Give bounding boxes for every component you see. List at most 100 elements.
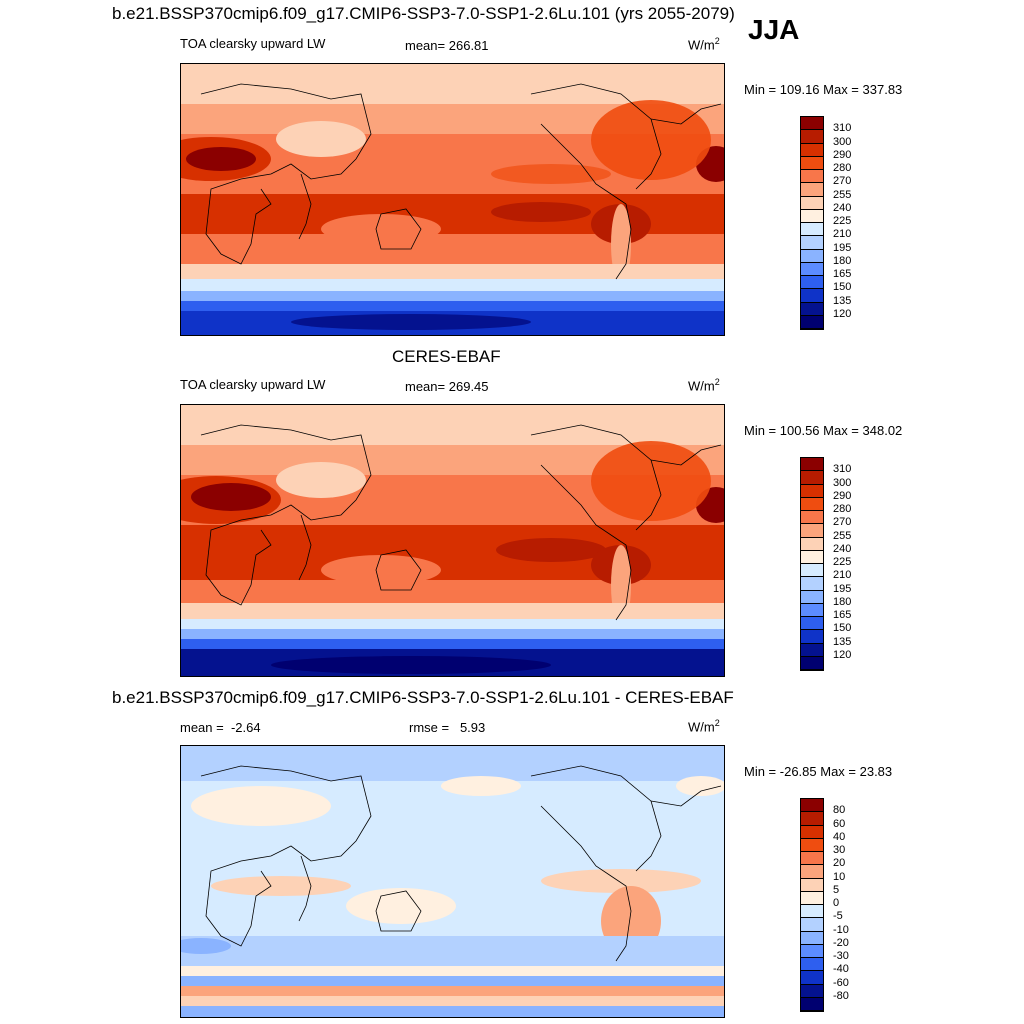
- panel1-colorbar-swatch: [801, 156, 823, 170]
- panel3-colorbar-tick-label: 60: [833, 817, 846, 830]
- panel3-colorbar-tick-label: 40: [833, 830, 846, 843]
- panel1-colorbar-tick-label: 225: [833, 215, 852, 227]
- panel1-colorbar-swatch: [801, 130, 823, 144]
- panel2-colorbar-tick-label: 310: [833, 463, 852, 476]
- panel1-colorbar-tick-label: 300: [833, 135, 852, 148]
- panel2-colorbar-swatch: [801, 484, 823, 498]
- panel3-colorbar-tick-label: -5: [833, 910, 843, 923]
- panel2-heading: CERES-EBAF: [392, 347, 501, 366]
- panel2-colorbar-swatch: [801, 524, 823, 538]
- panel1-colorbar-tick-label: 135: [833, 294, 852, 307]
- panel1-colorbar-tick-label: 290: [833, 148, 852, 161]
- panel2-colorbar-tick-label: 300: [833, 476, 852, 489]
- panel2-colorbar-swatch: [801, 590, 823, 604]
- panel2-colorbar-tick-label: 180: [833, 595, 852, 608]
- panel3-minmax: Min = -26.85 Max = 23.83: [744, 764, 893, 779]
- panel2-colorbar-swatch: [801, 603, 823, 617]
- panel1-colorbar-tick-label: 270: [833, 175, 852, 188]
- panel2-colorbar-swatch: [801, 643, 823, 657]
- panel2-colorbar-tick-label: 280: [833, 503, 852, 515]
- panel2-colorbar-swatch: [801, 471, 823, 485]
- panel3-colorbar-swatch: [801, 918, 823, 932]
- panel2-unit: W/m2: [688, 377, 720, 394]
- panel1-colorbar-swatch: [801, 315, 823, 329]
- panel3-colorbar-tick-label: 80: [833, 804, 846, 817]
- panel1-colorbar-tick-label: 240: [833, 201, 852, 214]
- panel2-colorbar-tick-label: 210: [833, 569, 852, 582]
- panel1-colorbar-swatch: [801, 262, 823, 276]
- panel2-colorbar-tick-label: 120: [833, 648, 852, 661]
- panel2-colorbar-tick-label: 290: [833, 489, 852, 502]
- panel3-colorbar-tick-label: -20: [833, 936, 849, 949]
- panel1-map: [180, 63, 725, 336]
- panel1-colorbar-swatch: [801, 276, 823, 290]
- panel1-colorbar-swatch: [801, 289, 823, 303]
- panel3-mean: mean = -2.64: [180, 720, 261, 735]
- panel2-variable: TOA clearsky upward LW: [180, 377, 326, 392]
- panel3-colorbar-tick-label: -10: [833, 923, 849, 936]
- panel1-colorbar-swatch: [801, 183, 823, 197]
- panel2-colorbar-swatch: [801, 458, 823, 472]
- panel2-mean: mean= 269.45: [405, 379, 489, 394]
- panel2-colorbar-swatch: [801, 497, 823, 511]
- panel3-colorbar-tick-label: 5: [833, 883, 840, 896]
- panel3-rmse: rmse = 5.93: [409, 720, 486, 735]
- panel2-map: [180, 404, 725, 677]
- panel3-colorbar-tick-label: -80: [833, 989, 849, 1002]
- panel3-colorbar-tick-label: 30: [833, 844, 846, 856]
- panel3-colorbar-swatch: [801, 812, 823, 826]
- panel1-colorbar-swatch: [801, 302, 823, 316]
- panel1-colorbar-tick-label: 120: [833, 307, 852, 320]
- panel3-colorbar-tick-label: -30: [833, 950, 849, 962]
- panel1-unit: W/m2: [688, 36, 720, 53]
- panel2-colorbar-tick-label: 255: [833, 529, 852, 542]
- panel1-colorbar-swatch: [801, 209, 823, 223]
- panel2-colorbar-swatch: [801, 630, 823, 644]
- panel3-colorbar-swatch: [801, 865, 823, 879]
- panel3-colorbar-swatch: [801, 944, 823, 958]
- panel3-colorbar-tick-label: 0: [833, 897, 840, 909]
- panel1-colorbar-tick-label: 195: [833, 241, 852, 254]
- panel3-colorbar-swatch: [801, 997, 823, 1011]
- panel2-colorbar-tick-label: 150: [833, 622, 852, 635]
- panel1-colorbar-swatch: [801, 143, 823, 157]
- panel3-colorbar-tick-label: 20: [833, 857, 846, 870]
- panel2-colorbar-tick-label: 195: [833, 582, 852, 595]
- panel1-colorbar-tick-label: 255: [833, 188, 852, 201]
- panel3-map: [180, 745, 725, 1018]
- panel2-colorbar-swatch: [801, 511, 823, 525]
- panel3-colorbar-tick-label: -40: [833, 963, 849, 976]
- panel2-colorbar: [800, 457, 824, 671]
- panel1-colorbar-tick-label: 280: [833, 162, 852, 174]
- panel1-colorbar-swatch: [801, 117, 823, 131]
- figure-title: b.e21.BSSP370cmip6.f09_g17.CMIP6-SSP3-7.…: [112, 4, 735, 23]
- panel1-variable: TOA clearsky upward LW: [180, 36, 326, 51]
- panel3-colorbar-swatch: [801, 838, 823, 852]
- panel3-unit: W/m2: [688, 718, 720, 735]
- panel1-colorbar-swatch: [801, 223, 823, 237]
- panel1-colorbar-tick-label: 150: [833, 281, 852, 294]
- panel2-colorbar-tick-label: 225: [833, 556, 852, 568]
- panel1-colorbar-tick-label: 310: [833, 122, 852, 135]
- panel3-colorbar-swatch: [801, 825, 823, 839]
- panel2-colorbar-tick-label: 240: [833, 542, 852, 555]
- panel3-colorbar-swatch: [801, 984, 823, 998]
- panel2-colorbar-tick-label: 165: [833, 609, 852, 621]
- panel2-minmax: Min = 100.56 Max = 348.02: [744, 423, 903, 438]
- panel2-colorbar-swatch: [801, 577, 823, 591]
- panel1-colorbar-swatch: [801, 196, 823, 210]
- panel1-colorbar-tick-label: 165: [833, 268, 852, 280]
- panel2-colorbar-swatch: [801, 537, 823, 551]
- panel3-colorbar: [800, 798, 824, 1012]
- panel2-colorbar-swatch: [801, 617, 823, 631]
- panel1-colorbar-tick-label: 180: [833, 254, 852, 267]
- season-label: JJA: [748, 14, 800, 45]
- panel3-colorbar-swatch: [801, 799, 823, 813]
- panel1-colorbar-tick-label: 210: [833, 228, 852, 241]
- panel3-colorbar-swatch: [801, 971, 823, 985]
- panel3-heading: b.e21.BSSP370cmip6.f09_g17.CMIP6-SSP3-7.…: [112, 688, 734, 707]
- panel1-colorbar-swatch: [801, 236, 823, 250]
- panel2-colorbar-swatch: [801, 550, 823, 564]
- panel1-colorbar-swatch: [801, 249, 823, 263]
- panel3-colorbar-tick-label: 10: [833, 870, 846, 883]
